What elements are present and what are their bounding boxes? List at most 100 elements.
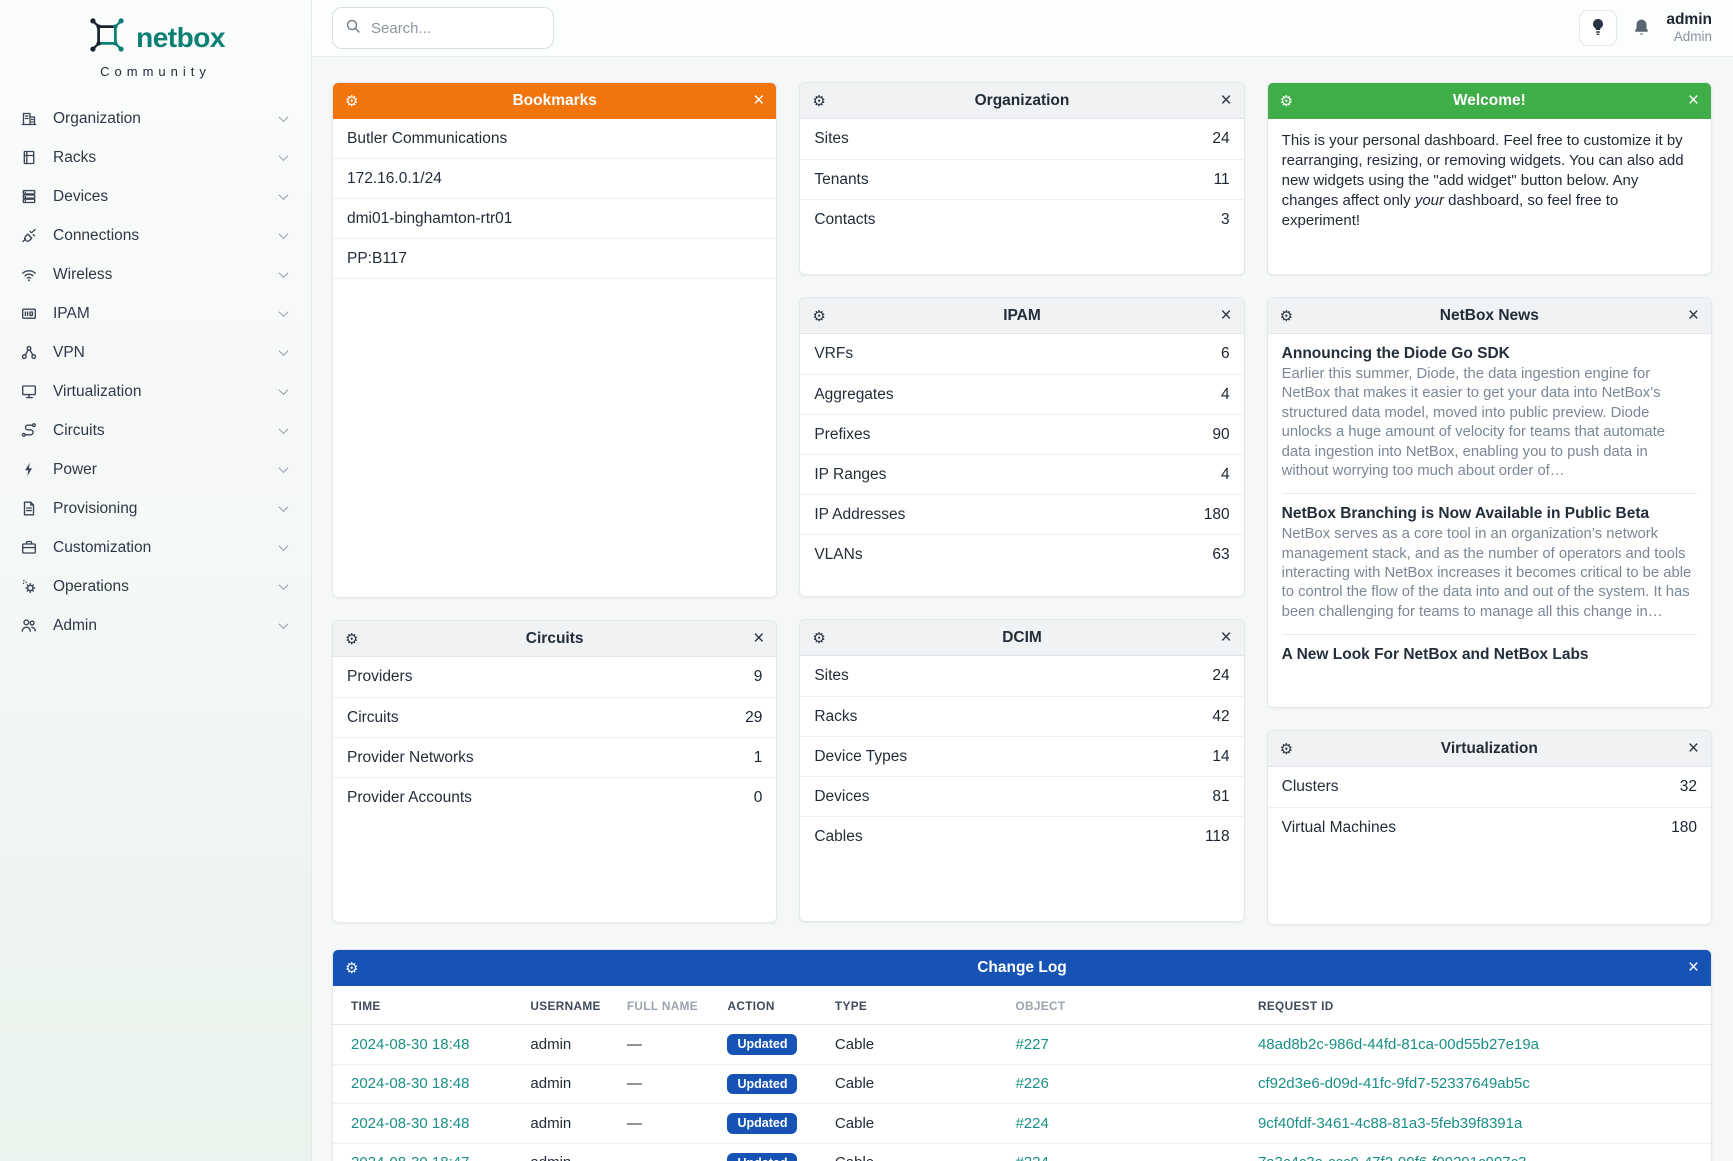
stat-label[interactable]: IP Ranges (814, 465, 887, 483)
stat-row: Contacts 3 (800, 199, 1244, 239)
stat-value[interactable]: 24 (1212, 130, 1230, 147)
stat-value[interactable]: 81 (1212, 787, 1230, 805)
changelog-time-link[interactable]: 2024-08-30 18:47 (351, 1154, 469, 1161)
widget-config-gear-icon[interactable]: ⚙ (1280, 731, 1293, 766)
stat-label[interactable]: Sites (814, 667, 849, 684)
notifications-button[interactable] (1633, 18, 1650, 39)
stat-value[interactable]: 14 (1212, 747, 1230, 765)
widget-config-gear-icon[interactable]: ⚙ (812, 298, 825, 333)
widget-config-gear-icon[interactable]: ⚙ (1280, 298, 1293, 333)
search-input[interactable] (371, 19, 541, 37)
stat-value[interactable]: 24 (1212, 667, 1230, 684)
stat-label[interactable]: VLANs (814, 545, 863, 563)
stat-value[interactable]: 42 (1212, 707, 1230, 725)
stat-label[interactable]: Prefixes (814, 425, 871, 443)
stat-value[interactable]: 9 (753, 668, 763, 685)
stat-value[interactable]: 90 (1212, 425, 1230, 443)
bookmark-link[interactable]: Butler Communications (333, 119, 777, 159)
sidebar-item-operations[interactable]: Operations (0, 567, 311, 606)
sidebar-item-circuits[interactable]: Circuits (0, 411, 311, 450)
sidebar-item-devices[interactable]: Devices (0, 177, 311, 216)
stat-value[interactable]: 3 (1221, 210, 1230, 228)
widget-close-icon[interactable]: × (1221, 620, 1232, 655)
stat-value[interactable]: 32 (1679, 778, 1697, 795)
news-headline-link[interactable]: Announcing the Diode Go SDK (1281, 345, 1510, 362)
stat-value[interactable]: 11 (1213, 170, 1230, 188)
sidebar-item-power[interactable]: Power (0, 450, 311, 489)
sidebar-item-admin[interactable]: Admin (0, 606, 311, 645)
widget-config-gear-icon[interactable]: ⚙ (345, 950, 358, 985)
sidebar-item-wireless[interactable]: Wireless (0, 255, 311, 294)
changelog-time-link[interactable]: 2024-08-30 18:48 (351, 1035, 470, 1053)
widget-close-icon[interactable]: × (1688, 731, 1699, 766)
widget-config-gear-icon[interactable]: ⚙ (1280, 83, 1293, 118)
widget-close-icon[interactable]: × (1688, 298, 1699, 333)
sidebar-item-racks[interactable]: Racks (0, 138, 311, 177)
widget-config-gear-icon[interactable]: ⚙ (812, 83, 825, 118)
stat-label[interactable]: Contacts (814, 210, 876, 228)
widget-close-icon[interactable]: × (1688, 950, 1699, 985)
sidebar-item-vpn[interactable]: VPN (0, 333, 311, 372)
stat-label[interactable]: Virtual Machines (1281, 818, 1396, 836)
news-headline-link[interactable]: A New Look For NetBox and NetBox Labs (1281, 646, 1589, 664)
sidebar-item-provisioning[interactable]: Provisioning (0, 489, 311, 528)
widget-close-icon[interactable]: × (1688, 83, 1699, 118)
stat-value[interactable]: 4 (1221, 465, 1230, 483)
stat-value[interactable]: 6 (1221, 345, 1230, 362)
stat-label[interactable]: Provider Accounts (347, 788, 472, 806)
stat-value[interactable]: 1 (753, 748, 763, 766)
widget-close-icon[interactable]: × (1221, 298, 1232, 333)
widget-config-gear-icon[interactable]: ⚙ (345, 83, 358, 118)
stat-value[interactable]: 29 (745, 708, 763, 726)
user-menu[interactable]: admin Admin (1666, 11, 1712, 44)
widget-close-icon[interactable]: × (1221, 83, 1232, 118)
stat-label[interactable]: Cables (814, 827, 863, 845)
stat-value[interactable]: 118 (1204, 827, 1230, 845)
stat-label[interactable]: Aggregates (814, 385, 894, 403)
widget-close-icon[interactable]: × (753, 83, 764, 118)
stat-label[interactable]: Device Types (814, 747, 908, 765)
stat-label[interactable]: VRFs (814, 345, 854, 362)
changelog-object-link[interactable]: #227 (1015, 1035, 1049, 1053)
stat-row: Tenants 11 (800, 159, 1244, 199)
sidebar-item-virtualization[interactable]: Virtualization (0, 372, 311, 411)
theme-toggle-button[interactable] (1579, 10, 1618, 46)
changelog-object-link[interactable]: #224 (1015, 1114, 1049, 1132)
changelog-object-link[interactable]: #224 (1015, 1154, 1048, 1161)
bookmark-link[interactable]: PP:B117 (333, 239, 777, 279)
brand-name[interactable]: netbox (136, 21, 225, 53)
sidebar-item-customization[interactable]: Customization (0, 528, 311, 567)
stat-value[interactable]: 180 (1203, 505, 1230, 523)
stat-label[interactable]: Providers (347, 668, 413, 685)
stat-label[interactable]: Provider Networks (347, 748, 474, 766)
changelog-time-link[interactable]: 2024-08-30 18:48 (351, 1075, 470, 1093)
stat-label[interactable]: Tenants (814, 170, 869, 188)
sidebar-item-connections[interactable]: Connections (0, 216, 311, 255)
sidebar-item-ipam[interactable]: IPAM (0, 294, 311, 333)
changelog-type: Cable (824, 1103, 1006, 1144)
stat-label[interactable]: Sites (814, 130, 849, 147)
widget-config-gear-icon[interactable]: ⚙ (812, 620, 825, 655)
changelog-request-id-link[interactable]: cf92d3e6-d09d-41fc-9fd7-52337649ab5c (1257, 1075, 1530, 1093)
stat-label[interactable]: Circuits (347, 708, 399, 726)
bookmark-link[interactable]: 172.16.0.1/24 (333, 159, 777, 199)
news-item: NetBox Branching is Now Available in Pub… (1281, 493, 1697, 634)
widget-config-gear-icon[interactable]: ⚙ (345, 621, 358, 656)
sidebar-item-organization[interactable]: Organization (0, 99, 311, 138)
news-headline-link[interactable]: NetBox Branching is Now Available in Pub… (1281, 505, 1650, 523)
changelog-object-link[interactable]: #226 (1015, 1075, 1049, 1093)
stat-value[interactable]: 0 (753, 788, 763, 806)
stat-value[interactable]: 4 (1221, 385, 1230, 403)
stat-label[interactable]: IP Addresses (814, 505, 906, 523)
changelog-request-id-link[interactable]: 48ad8b2c-986d-44fd-81ca-00d55b27e19a (1257, 1035, 1540, 1053)
changelog-request-id-link[interactable]: 9cf40fdf-3461-4c88-81a3-5feb39f8391a (1257, 1114, 1523, 1132)
stat-label[interactable]: Racks (814, 707, 858, 725)
stat-label[interactable]: Devices (814, 787, 870, 805)
widget-close-icon[interactable]: × (753, 621, 764, 656)
changelog-request-id-link[interactable]: 7a3c4c3a-ccc9-47f2-99f6-f09291c997c3 (1258, 1154, 1527, 1161)
stat-value[interactable]: 180 (1671, 818, 1697, 836)
stat-value[interactable]: 63 (1212, 545, 1230, 563)
bookmark-link[interactable]: dmi01-binghamton-rtr01 (333, 199, 777, 239)
changelog-time-link[interactable]: 2024-08-30 18:48 (351, 1114, 470, 1132)
stat-label[interactable]: Clusters (1281, 778, 1339, 795)
